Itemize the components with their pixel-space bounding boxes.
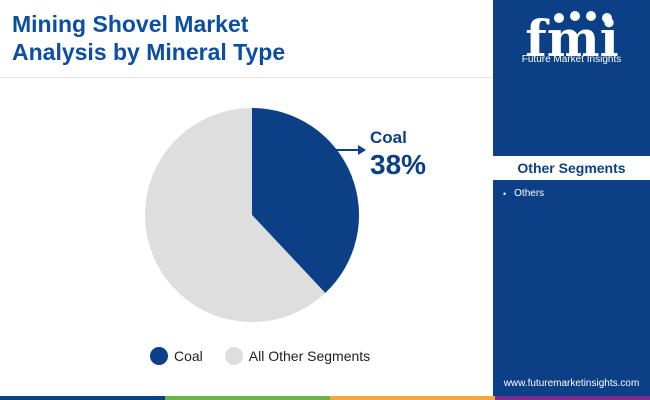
bullet-icon: • xyxy=(503,188,507,199)
callout-label: Coal xyxy=(370,128,407,147)
color-bar-segment xyxy=(0,396,165,400)
title-line-1: Mining Shovel Market xyxy=(12,11,249,37)
fmi-logo: fmi xyxy=(525,9,618,68)
page-title: Mining Shovel Market Analysis by Mineral… xyxy=(12,10,482,66)
legend-item-other: All Other Segments xyxy=(224,347,371,365)
brand-name: Future Market Insights xyxy=(521,54,622,65)
legend-swatch-other xyxy=(224,347,243,365)
legend-label-other: All Other Segments xyxy=(248,348,371,364)
title-line-2: Analysis by Mineral Type xyxy=(12,39,286,65)
chart-legend: Coal All Other Segments xyxy=(150,347,392,365)
pie-slice-all-other-segments xyxy=(145,108,326,322)
sidebar: fmi Future Market Insights Other Segment… xyxy=(493,0,650,400)
segment-item-label: Others xyxy=(514,188,545,199)
color-bar-segment xyxy=(495,396,650,400)
logo-dot-icon xyxy=(554,13,564,23)
other-segments-heading: Other Segments xyxy=(493,156,650,180)
header-divider xyxy=(0,77,493,78)
pie-slice-coal xyxy=(252,108,360,293)
segment-list: • Others xyxy=(503,188,544,199)
color-bar-segment xyxy=(330,396,495,400)
pie-slices xyxy=(145,108,360,322)
logo-dot-icon xyxy=(602,13,612,23)
legend-label-coal: Coal xyxy=(174,348,203,364)
logo-dot-icon xyxy=(586,11,596,21)
callout-value: 38% xyxy=(370,149,426,180)
legend-item-coal: Coal xyxy=(150,347,203,365)
website-url: www.futuremarketinsights.com xyxy=(503,378,640,389)
bottom-color-bar xyxy=(0,396,650,400)
coal-callout: Coal 38% xyxy=(333,128,426,180)
logo-dot-icon xyxy=(570,11,580,21)
callout-arrowhead xyxy=(358,145,366,155)
color-bar-segment xyxy=(165,396,330,400)
segment-item: • Others xyxy=(503,188,544,199)
legend-swatch-coal xyxy=(150,347,168,365)
pie-chart: Coal 38% xyxy=(145,108,426,322)
